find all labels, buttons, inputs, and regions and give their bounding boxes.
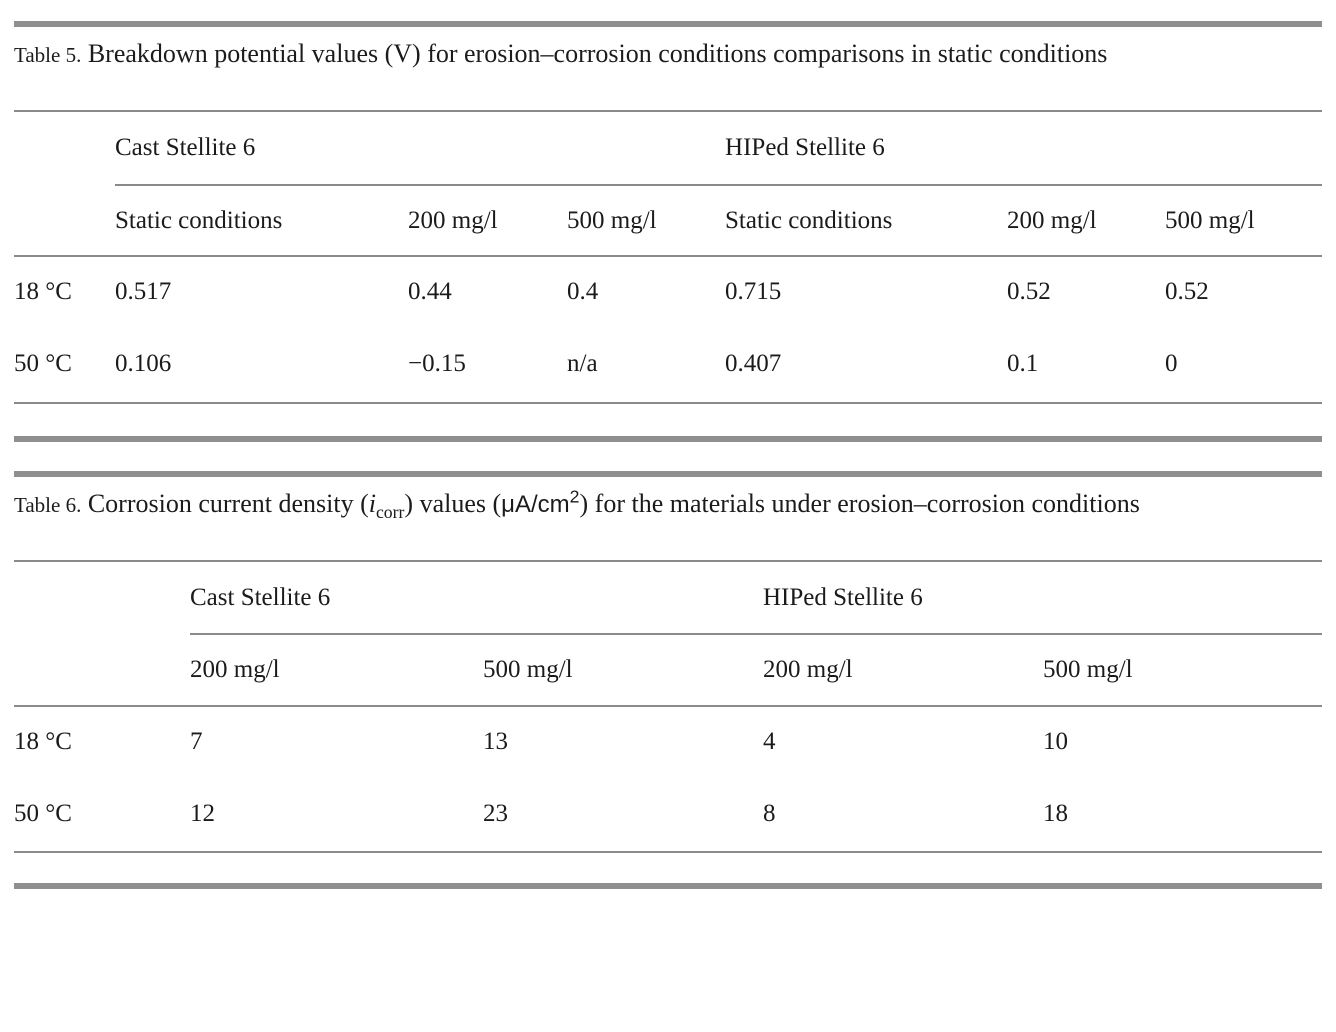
- icorr-subscript: corr: [375, 502, 405, 523]
- cell: 0.52: [1165, 277, 1209, 305]
- cell: 0.517: [115, 277, 172, 305]
- table-row: 18 °C 7 13 4 10: [14, 706, 1322, 776]
- row-label: 18 °C: [14, 277, 72, 305]
- cell: 7: [190, 727, 203, 755]
- group-header-cast: Cast Stellite 6: [115, 111, 726, 186]
- table6-section: Table 6. Corrosion current density (icor…: [14, 471, 1322, 889]
- empty-corner-cell: [14, 634, 190, 707]
- group-header-cast: Cast Stellite 6: [190, 561, 763, 635]
- table-row: 18 °C 0.517 0.44 0.4 0.715 0.52 0.52: [14, 256, 1322, 326]
- group-header-hiped: HIPed Stellite 6: [725, 111, 1323, 186]
- empty-corner-cell: [14, 185, 115, 257]
- table-row: 50 °C 12 23 8 18: [14, 776, 1322, 852]
- cell: 10: [1043, 727, 1068, 755]
- cell: 0.44: [408, 277, 452, 305]
- cell: 0: [1165, 350, 1178, 377]
- table5-label: Table 5.: [14, 43, 82, 67]
- table5-caption: Table 5. Breakdown potential values (V) …: [14, 27, 1322, 82]
- page: Table 5. Breakdown potential values (V) …: [14, 21, 1323, 889]
- cell: −0.15: [408, 350, 466, 377]
- table5-column-header-row: Static conditions 200 mg/l 500 mg/l Stat…: [14, 185, 1323, 257]
- table-row: 50 °C 0.106 −0.15 n/a 0.407 0.1 0: [14, 326, 1322, 403]
- cell: 0.715: [725, 277, 782, 305]
- group-header-hiped: HIPed Stellite 6: [763, 561, 1322, 635]
- table5-group-header-row: Cast Stellite 6 HIPed Stellite 6: [14, 111, 1323, 186]
- col-header: 500 mg/l: [567, 185, 726, 257]
- row-label: 18 °C: [14, 727, 72, 755]
- col-header: 500 mg/l: [483, 634, 763, 707]
- table5-section: Table 5. Breakdown potential values (V) …: [14, 21, 1323, 442]
- table6-group-header-row: Cast Stellite 6 HIPed Stellite 6: [14, 561, 1322, 635]
- unit-superscript: 2: [569, 486, 580, 507]
- table6-caption: Table 6. Corrosion current density (icor…: [14, 477, 1322, 532]
- cell: 0.106: [115, 350, 172, 377]
- cell: 0.4: [567, 277, 599, 305]
- col-header: Static conditions: [115, 185, 408, 257]
- table6-label: Table 6.: [14, 493, 82, 517]
- row-label: 50 °C: [14, 350, 72, 377]
- cell: 13: [483, 727, 508, 755]
- table5-top-bar: [14, 21, 1322, 27]
- table5-caption-text: Breakdown potential values (V) for erosi…: [87, 39, 1108, 68]
- table6-bottom-bar: [14, 883, 1322, 889]
- col-header: Static conditions: [725, 185, 1008, 257]
- row-label: 50 °C: [14, 799, 72, 827]
- icorr-symbol: i: [368, 489, 376, 518]
- col-header: 200 mg/l: [763, 634, 1043, 707]
- col-header: 200 mg/l: [190, 634, 483, 707]
- cell: 12: [190, 799, 215, 827]
- col-header: 200 mg/l: [408, 185, 567, 257]
- cell: 23: [483, 799, 508, 827]
- cell: 0.52: [1007, 277, 1051, 305]
- cell: 8: [763, 799, 776, 827]
- cell: 18: [1043, 799, 1068, 827]
- table5: Cast Stellite 6 HIPed Stellite 6 Static …: [14, 110, 1323, 404]
- cell: 0.1: [1007, 350, 1039, 377]
- empty-corner-cell: [14, 111, 115, 185]
- cell: 4: [763, 727, 776, 755]
- col-header: 500 mg/l: [1165, 185, 1323, 257]
- table6-column-header-row: 200 mg/l 500 mg/l 200 mg/l 500 mg/l: [14, 634, 1322, 707]
- cell: 0.407: [725, 350, 782, 377]
- col-header: 200 mg/l: [1007, 185, 1166, 257]
- table6: Cast Stellite 6 HIPed Stellite 6 200 mg/…: [14, 560, 1322, 853]
- table6-top-bar: [14, 471, 1322, 477]
- table5-bottom-bar: [14, 436, 1322, 442]
- table6-caption-text: Corrosion current density (icorr) values…: [87, 486, 1140, 523]
- cell: n/a: [567, 350, 598, 377]
- col-header: 500 mg/l: [1043, 634, 1322, 707]
- empty-corner-cell: [14, 561, 190, 634]
- unit-text: μA/cm: [501, 491, 570, 518]
